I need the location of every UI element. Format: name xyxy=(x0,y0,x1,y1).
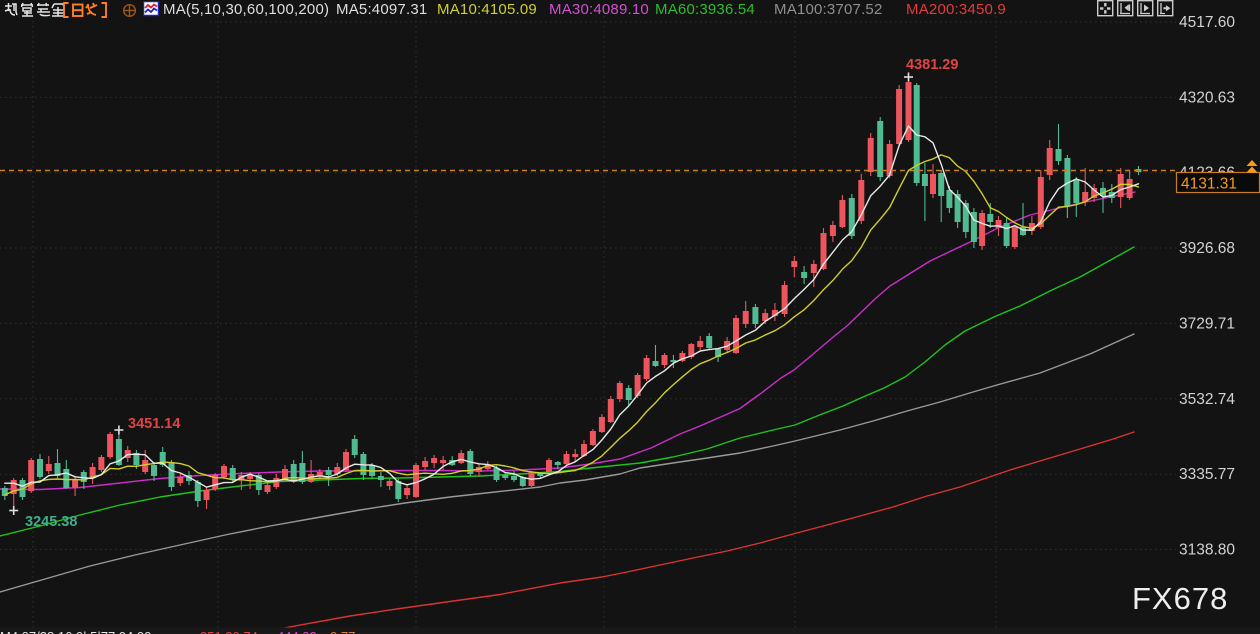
svg-text:4320.63: 4320.63 xyxy=(1179,89,1235,106)
svg-text:FX678: FX678 xyxy=(1132,581,1228,616)
svg-text:3532.74: 3532.74 xyxy=(1179,391,1235,408)
svg-text:3729.71: 3729.71 xyxy=(1179,315,1235,332)
svg-text:M4 07/28 16:0| 5|77 04.00351.3: M4 07/28 16:0| 5|77 04.00351.30.74444.02… xyxy=(0,629,355,634)
svg-text:3245.38: 3245.38 xyxy=(25,514,77,530)
svg-text:4381.29: 4381.29 xyxy=(906,57,958,73)
svg-text:3335.77: 3335.77 xyxy=(1179,466,1235,483)
svg-text:4517.60: 4517.60 xyxy=(1179,14,1235,31)
svg-text:3138.80: 3138.80 xyxy=(1179,542,1235,559)
svg-text:3926.68: 3926.68 xyxy=(1179,240,1235,257)
svg-text:4131.31: 4131.31 xyxy=(1181,176,1237,193)
svg-text:3451.14: 3451.14 xyxy=(128,416,180,432)
